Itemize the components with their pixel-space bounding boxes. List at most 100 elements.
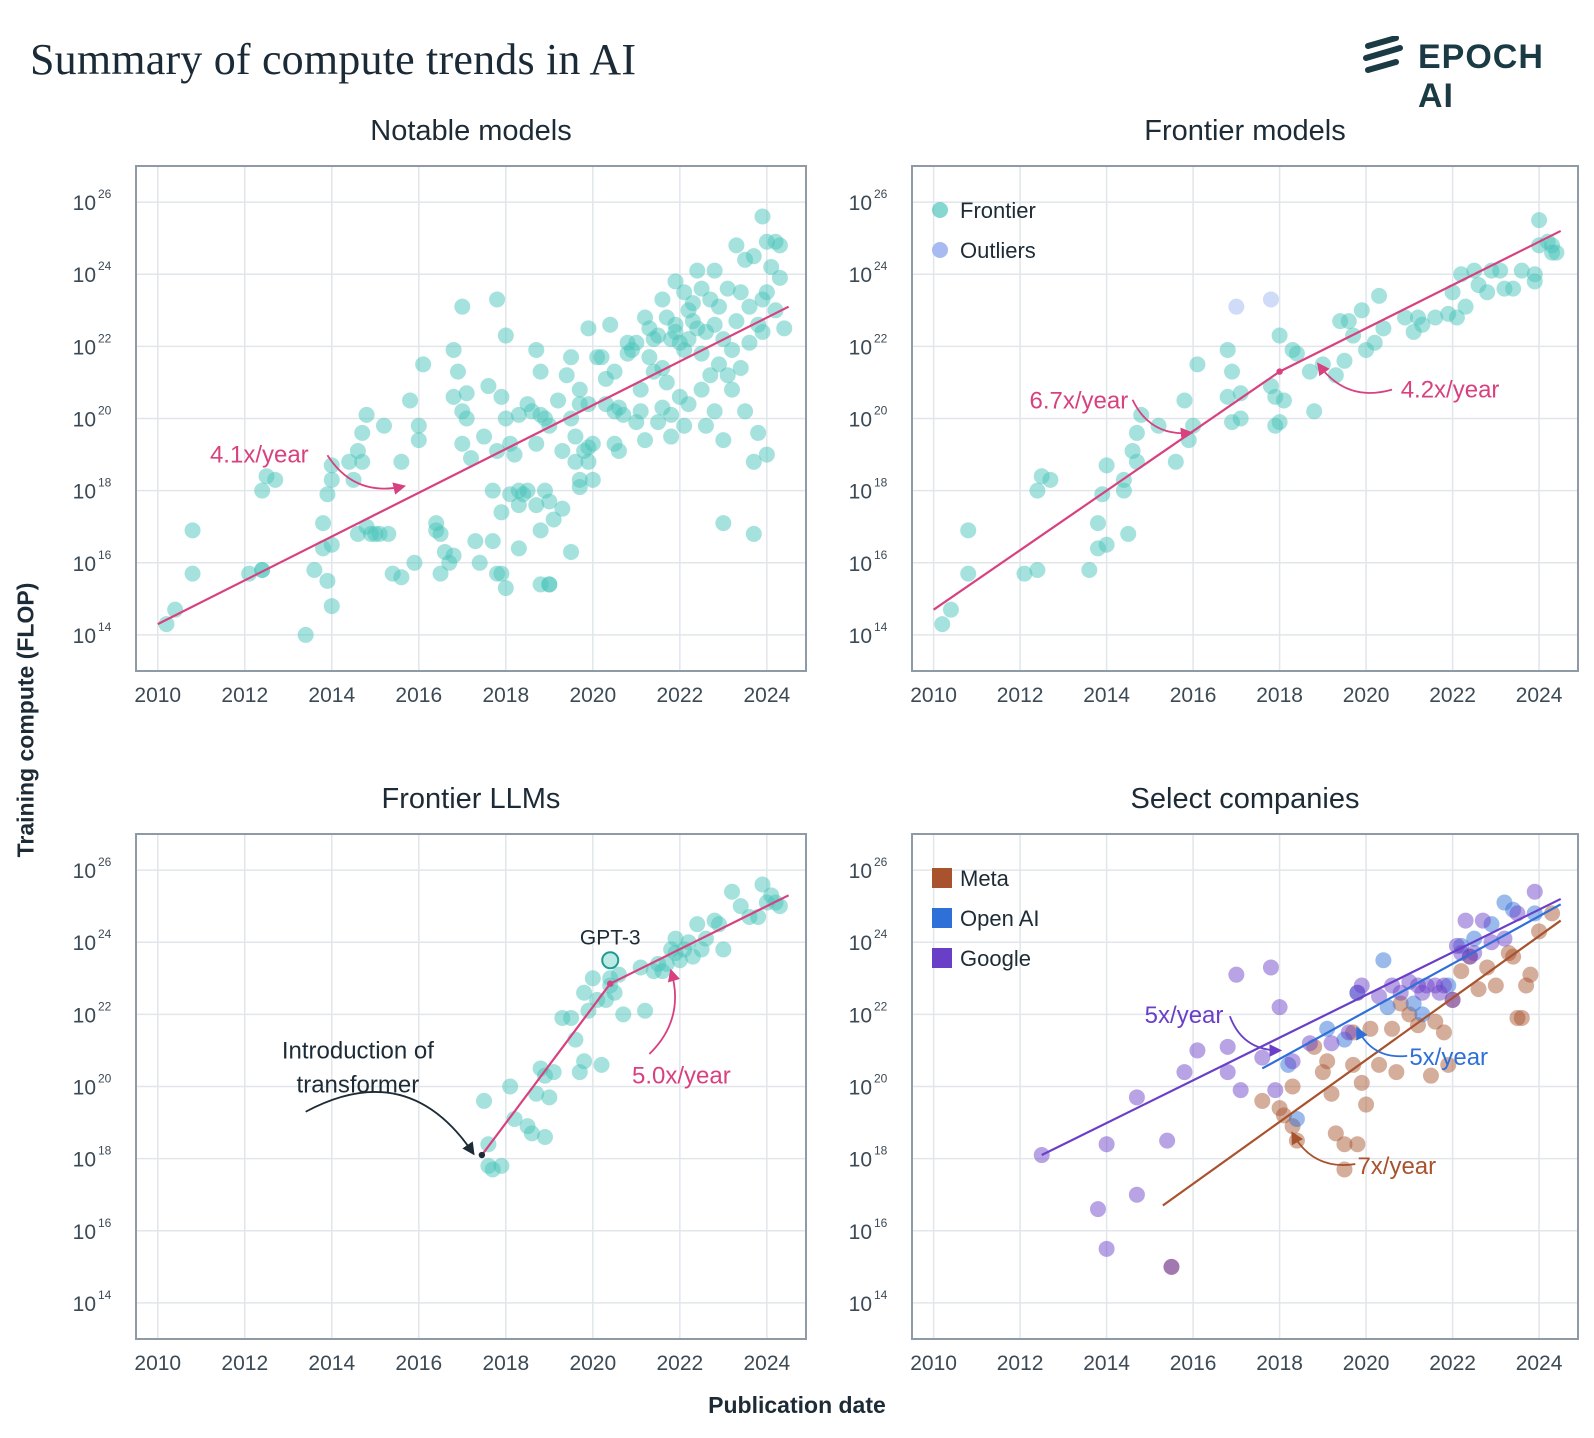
data-point <box>584 435 601 452</box>
x-tick-label: 2014 <box>1083 684 1130 707</box>
data-point <box>1319 1020 1336 1037</box>
data-point <box>1340 313 1357 330</box>
y-tick-exponent: 24 <box>874 927 888 941</box>
data-point <box>510 482 527 499</box>
data-point <box>584 471 601 488</box>
trend-line <box>1162 919 1562 1207</box>
data-point <box>1496 930 1513 947</box>
data-point <box>1128 424 1145 441</box>
x-tick-label: 2012 <box>997 1352 1044 1375</box>
data-point <box>732 360 749 376</box>
y-tick-label: 10 <box>73 192 96 215</box>
data-point <box>1496 280 1513 297</box>
data-point <box>510 540 527 557</box>
data-point <box>571 479 588 496</box>
data-point <box>1531 237 1548 254</box>
data-point <box>1254 1049 1271 1066</box>
data-point <box>1336 1031 1353 1048</box>
data-point <box>671 952 688 969</box>
plot-frame <box>911 833 1579 1340</box>
data-point <box>1098 457 1115 474</box>
data-point <box>610 966 627 983</box>
data-point <box>1167 453 1184 470</box>
x-tick-label: 2022 <box>1429 1352 1476 1375</box>
data-point <box>1267 388 1284 405</box>
data-point <box>571 471 588 488</box>
data-point <box>319 486 336 503</box>
y-tick-exponent: 26 <box>874 855 888 869</box>
data-point <box>1405 995 1422 1012</box>
data-point <box>1353 1074 1370 1091</box>
data-point <box>1448 937 1465 954</box>
x-tick-label: 2018 <box>1256 1352 1303 1375</box>
data-point <box>589 349 606 366</box>
y-tick-exponent: 26 <box>98 187 112 201</box>
data-point <box>454 435 471 452</box>
y-tick-label: 10 <box>73 1149 96 1172</box>
data-point <box>1271 1100 1288 1117</box>
data-point <box>1232 1082 1249 1099</box>
x-tick-label: 2014 <box>1083 1352 1130 1375</box>
data-point <box>1228 966 1245 983</box>
data-point <box>1453 963 1470 980</box>
y-tick-exponent: 18 <box>874 476 888 490</box>
y-tick-exponent: 22 <box>98 331 112 345</box>
data-point <box>732 898 749 915</box>
data-point <box>393 569 410 586</box>
data-point <box>393 453 410 470</box>
y-tick-exponent: 18 <box>98 476 112 490</box>
data-point <box>689 320 706 337</box>
data-point <box>410 417 427 434</box>
data-point <box>706 262 723 279</box>
data-point <box>1301 363 1318 380</box>
data-point <box>663 428 680 445</box>
data-point <box>615 406 632 423</box>
annotation-arrow <box>1131 399 1194 441</box>
data-point <box>663 941 680 958</box>
data-point <box>667 930 684 947</box>
data-point <box>297 626 314 643</box>
data-point <box>1431 984 1448 1001</box>
data-point <box>1189 1042 1206 1059</box>
data-point <box>358 406 375 423</box>
data-point <box>1271 999 1288 1016</box>
data-point <box>597 370 614 387</box>
data-point <box>1544 244 1561 261</box>
trend-line <box>1261 903 1562 1070</box>
data-point <box>1427 977 1444 994</box>
trend-breakpoint <box>1276 368 1283 375</box>
data-point <box>1358 1096 1375 1113</box>
trend-breakpoint <box>607 980 614 987</box>
data-point <box>1414 1006 1431 1023</box>
data-point <box>632 403 649 420</box>
epoch-logo-icon <box>1363 36 1403 73</box>
trend-line <box>480 983 612 1156</box>
data-point <box>1284 1118 1301 1135</box>
trend-line <box>932 370 1281 611</box>
data-point <box>576 984 593 1001</box>
data-point <box>349 442 366 459</box>
data-point <box>715 515 732 532</box>
data-point <box>654 291 671 308</box>
data-point <box>358 518 375 535</box>
data-point <box>1163 1258 1180 1275</box>
data-point <box>732 284 749 301</box>
x-tick-label: 2010 <box>134 1352 181 1375</box>
annotation-arrow <box>1229 1015 1283 1057</box>
data-point <box>554 500 571 517</box>
data-point <box>1323 1035 1340 1052</box>
data-point <box>354 424 371 441</box>
data-point <box>1124 442 1141 459</box>
data-point <box>528 341 545 358</box>
x-tick-label: 2018 <box>1256 684 1303 707</box>
data-point <box>606 984 623 1001</box>
x-tick-label: 2020 <box>569 684 616 707</box>
data-point <box>580 439 597 456</box>
data-point <box>754 208 771 225</box>
data-point <box>728 237 745 254</box>
data-point <box>637 432 654 449</box>
y-tick-exponent: 18 <box>98 1144 112 1158</box>
y-tick-label: 10 <box>849 264 872 287</box>
data-point <box>610 442 627 459</box>
